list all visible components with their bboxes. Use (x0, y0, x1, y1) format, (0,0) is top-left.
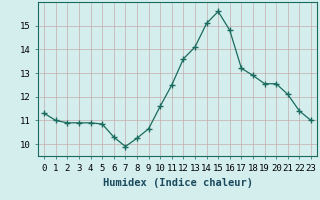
X-axis label: Humidex (Indice chaleur): Humidex (Indice chaleur) (103, 178, 252, 188)
